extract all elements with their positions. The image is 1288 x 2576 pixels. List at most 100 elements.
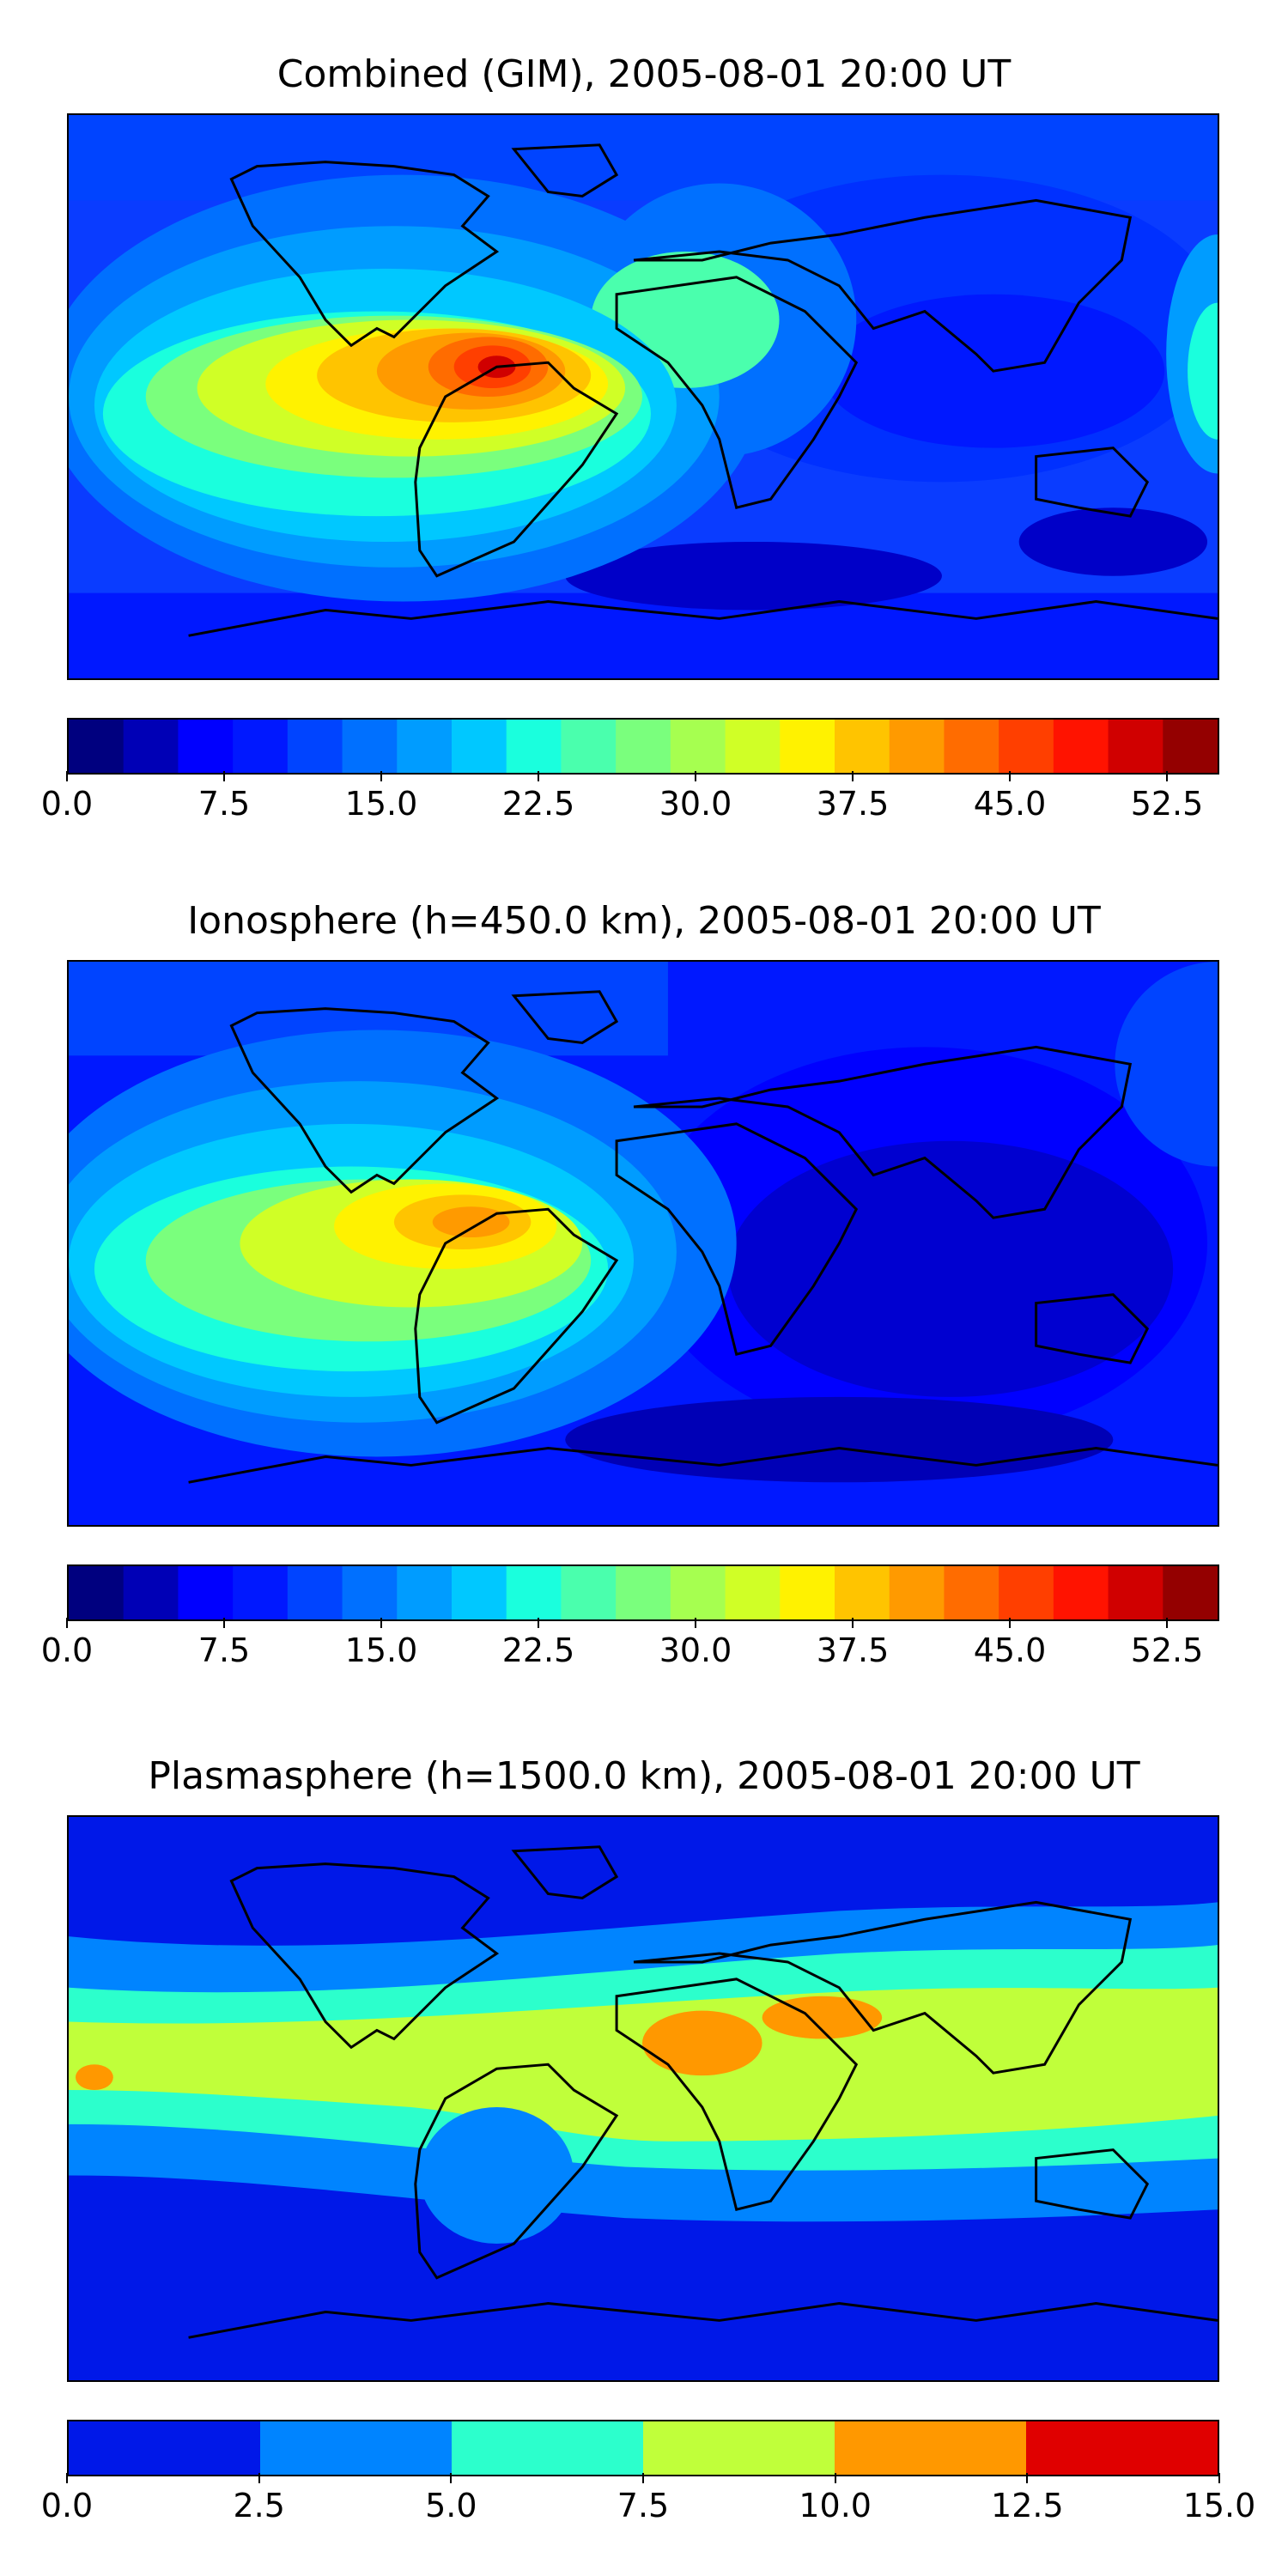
- colorbar-segment: [451, 1566, 507, 1619]
- colorbar-tick: [1166, 771, 1168, 781]
- colorbar-segment: [780, 720, 835, 773]
- colorbar-tick: [834, 2473, 836, 2483]
- colorbar-tick-label: 7.5: [197, 1631, 251, 1669]
- colorbar-tick: [380, 1618, 382, 1628]
- colorbar-tick: [642, 2473, 644, 2483]
- colorbar-segment: [999, 720, 1054, 773]
- colorbar-tick-label: 0.0: [40, 1631, 94, 1669]
- colorbar-segment: [725, 1566, 781, 1619]
- colorbar-tick-label: 2.5: [233, 2487, 285, 2524]
- colorbar-segment: [670, 1566, 726, 1619]
- tec-field: [69, 1817, 1218, 2380]
- colorbar-tick-label: 30.0: [659, 785, 732, 823]
- colorbar-tick: [1218, 2473, 1220, 2483]
- colorbar-tick-label: 7.5: [617, 2487, 670, 2524]
- colorbar: [67, 718, 1219, 775]
- colorbar-segment: [69, 1566, 125, 1619]
- colorbar-segment: [506, 720, 562, 773]
- colorbar-segment: [1025, 2421, 1218, 2475]
- colorbar-gradient: [69, 2421, 1218, 2475]
- colorbar-tick: [258, 2473, 260, 2483]
- colorbar-tick-label: 12.5: [991, 2487, 1064, 2524]
- colorbar-segment: [643, 2421, 835, 2475]
- colorbar-tick-label: 15.0: [344, 1631, 418, 1669]
- colorbar-segment: [999, 1566, 1054, 1619]
- colorbar-segment: [616, 720, 671, 773]
- colorbar-tick: [380, 771, 382, 781]
- colorbar-tick-label: 7.5: [197, 785, 251, 823]
- colorbar-segment: [506, 1566, 562, 1619]
- tec-field: [69, 962, 1218, 1525]
- colorbar-segment: [561, 720, 617, 773]
- colorbar-segment: [178, 720, 234, 773]
- colorbar-segment: [233, 720, 289, 773]
- coastlines: [188, 990, 1218, 1484]
- colorbar-tick: [852, 1618, 854, 1628]
- colorbar-tick: [450, 2473, 453, 2483]
- colorbar-tick: [1026, 2473, 1029, 2483]
- tec-map: [67, 960, 1219, 1527]
- colorbar-segment: [944, 1566, 999, 1619]
- colorbar-segment: [287, 1566, 343, 1619]
- colorbar-segment: [69, 2421, 261, 2475]
- colorbar-segment: [342, 1566, 398, 1619]
- tec-field: [69, 115, 1218, 678]
- colorbar-segment: [260, 2421, 453, 2475]
- colorbar-segment: [1108, 1566, 1163, 1619]
- colorbar-segment: [780, 1566, 835, 1619]
- colorbar-tick: [223, 1618, 225, 1628]
- colorbar-segment: [233, 1566, 289, 1619]
- colorbar-segment: [1053, 720, 1109, 773]
- colorbar-segment: [835, 2421, 1027, 2475]
- colorbar-tick-label: 0.0: [40, 2487, 94, 2524]
- colorbar-tick: [1009, 1618, 1011, 1628]
- colorbar-tick-label: 15.0: [344, 785, 418, 823]
- colorbar-segment: [1108, 720, 1163, 773]
- colorbar-tick: [1166, 1618, 1168, 1628]
- colorbar-segment: [561, 1566, 617, 1619]
- panel-title: Ionosphere (h=450.0 km), 2005-08-01 20:0…: [187, 899, 1101, 943]
- colorbar-tick: [538, 1618, 539, 1628]
- colorbar-tick: [695, 1618, 696, 1628]
- colorbar-segment: [889, 720, 945, 773]
- colorbar-tick-label: 37.5: [816, 785, 890, 823]
- colorbar-tick-label: 37.5: [816, 1631, 890, 1669]
- colorbar-tick-label: 52.5: [1130, 785, 1204, 823]
- colorbar-tick-label: 52.5: [1130, 1631, 1204, 1669]
- panel-title: Plasmasphere (h=1500.0 km), 2005-08-01 2…: [148, 1754, 1140, 1798]
- colorbar-segment: [69, 720, 125, 773]
- colorbar-tick: [223, 771, 225, 781]
- colorbar-tick-label: 45.0: [973, 785, 1047, 823]
- colorbar-segment: [835, 720, 890, 773]
- colorbar-tick-label: 22.5: [501, 785, 575, 823]
- colorbar-tick: [66, 2473, 68, 2483]
- colorbar-tick: [1009, 771, 1011, 781]
- colorbar-ticks: 0.0 7.5 15.0 22.5 30.0 37.5 45.0 52.5: [41, 771, 1219, 823]
- colorbar-tick-label: 5.0: [425, 2487, 477, 2524]
- colorbar-segment: [287, 720, 343, 773]
- colorbar-segment: [451, 2421, 644, 2475]
- colorbar-ticks: 0.0 2.5 5.0 7.5 10.0 12.5 15.0: [41, 2473, 1255, 2524]
- colorbar-segment: [451, 720, 507, 773]
- colorbar-segment: [178, 1566, 234, 1619]
- colorbar-segment: [725, 720, 781, 773]
- tec-map: [67, 113, 1219, 680]
- colorbar-segment: [1053, 1566, 1109, 1619]
- coastlines: [188, 1845, 1218, 2339]
- colorbar-segment: [397, 720, 453, 773]
- colorbar-tick-label: 10.0: [799, 2487, 872, 2524]
- colorbar-ticks: 0.0 7.5 15.0 22.5 30.0 37.5 45.0 52.5: [41, 1618, 1219, 1669]
- colorbar-segment: [616, 1566, 671, 1619]
- colorbar-segment: [342, 720, 398, 773]
- colorbar-segment: [670, 720, 726, 773]
- colorbar-tick-label: 0.0: [40, 785, 94, 823]
- colorbar-segment: [123, 720, 179, 773]
- colorbar-segment: [397, 1566, 453, 1619]
- colorbar-segment: [1163, 1566, 1218, 1619]
- colorbar-tick-label: 22.5: [501, 1631, 575, 1669]
- colorbar-gradient: [69, 720, 1218, 773]
- colorbar-gradient: [69, 1566, 1218, 1619]
- colorbar-segment: [944, 720, 999, 773]
- colorbar-tick: [66, 1618, 68, 1628]
- colorbar-segment: [1163, 720, 1218, 773]
